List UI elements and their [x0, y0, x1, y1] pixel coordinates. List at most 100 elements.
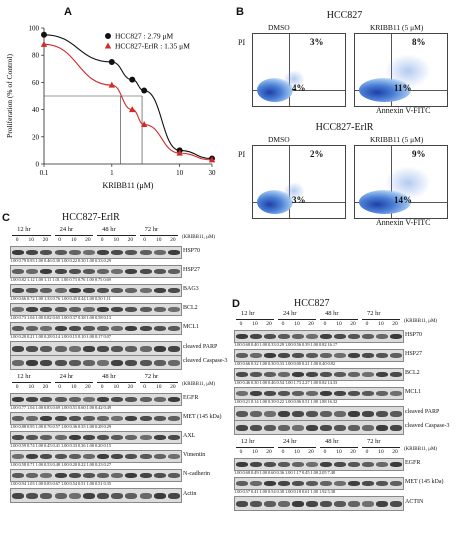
- protein-band: [68, 288, 81, 294]
- protein-band: [362, 410, 374, 417]
- series-line-2: [43, 43, 213, 161]
- protein-band: [348, 372, 360, 378]
- blot-band-strip: [10, 393, 182, 406]
- time-label: 12 hr: [241, 310, 255, 317]
- time-bracket: [54, 382, 93, 383]
- legend-entry: HCC827 : 2.79 μM: [115, 32, 174, 41]
- dose-label: 0: [239, 449, 243, 455]
- dose-label: 20: [85, 384, 91, 390]
- dose-label: 0: [15, 384, 19, 390]
- protein-band: [82, 416, 95, 422]
- protein-band: [54, 326, 67, 332]
- dose-label: 0: [100, 384, 104, 390]
- condition-label: KRIBB11 (5 μM): [370, 135, 424, 144]
- dose-label: 0: [365, 449, 369, 455]
- protein-label: BCL2: [405, 369, 420, 376]
- dose-label: 10: [70, 237, 77, 243]
- protein-band: [320, 424, 332, 431]
- protein-band: [278, 353, 290, 359]
- protein-band: [236, 410, 248, 417]
- dose-label: 0: [281, 321, 285, 327]
- time-bracket: [97, 235, 136, 236]
- panel-label-b: B: [236, 6, 244, 18]
- time-bracket: [12, 235, 51, 236]
- protein-band: [292, 372, 304, 378]
- blot-band-strip: [10, 322, 182, 335]
- cell-population: [385, 54, 431, 88]
- protein-band: [153, 269, 166, 275]
- protein-band: [348, 410, 360, 417]
- protein-band: [26, 307, 39, 313]
- dose-label: 10: [155, 237, 162, 243]
- quadrant-line: [253, 202, 345, 203]
- protein-band: [264, 391, 276, 397]
- x-tick-label: 0.1: [40, 169, 49, 177]
- protein-band: [264, 481, 276, 487]
- protein-band: [54, 345, 67, 352]
- protein-band: [153, 435, 166, 441]
- protein-band: [139, 435, 152, 441]
- protein-band: [125, 454, 138, 460]
- time-label: 24 hr: [283, 310, 297, 317]
- panel-label-d: D: [232, 298, 240, 310]
- time-bracket: [320, 447, 358, 448]
- protein-band: [334, 500, 346, 507]
- blot-band-strip: [10, 246, 182, 259]
- time-label: 72 hr: [144, 373, 159, 380]
- blot-title: HCC827-ErlR: [62, 212, 120, 223]
- protein-band: [26, 250, 39, 256]
- dose-label: 20: [42, 237, 49, 243]
- protein-band: [390, 372, 402, 378]
- blot-band-strip: [234, 477, 404, 490]
- protein-band: [26, 492, 39, 499]
- protein-label: BAG3: [183, 285, 199, 292]
- protein-band: [40, 416, 53, 422]
- protein-band: [264, 334, 276, 340]
- protein-band: [26, 397, 39, 403]
- protein-band: [376, 424, 388, 431]
- data-point-2: [108, 81, 116, 88]
- protein-band: [278, 410, 290, 417]
- protein-band: [111, 345, 124, 352]
- protein-band: [362, 424, 374, 431]
- quantification-values: 1.00 0.66 0.72 1.00 1.33 0.76 1.00 0.45 …: [10, 296, 111, 301]
- time-bracket: [97, 382, 136, 383]
- scatter-plot: [354, 33, 448, 107]
- protein-band: [250, 462, 262, 468]
- protein-band: [125, 288, 138, 294]
- time-label: 72 hr: [144, 226, 159, 233]
- quantification-values: 1.00 0.88 0.95 1.00 0.76 0.57 1.00 0.36 …: [10, 424, 111, 429]
- protein-label: MET (145 kDa): [183, 413, 222, 420]
- protein-band: [97, 473, 110, 479]
- protein-band: [68, 250, 81, 256]
- protein-band: [125, 473, 138, 479]
- protein-label: N-cadherin: [183, 470, 210, 477]
- protein-band: [153, 307, 166, 313]
- protein-band: [139, 269, 152, 275]
- protein-label: cleaved Caspase-3: [183, 357, 228, 364]
- protein-band: [26, 326, 39, 332]
- protein-label: MET (145 kDa): [405, 478, 444, 485]
- x-tick-label: 10: [176, 169, 184, 177]
- protein-band: [54, 416, 67, 422]
- protein-band: [348, 334, 360, 340]
- protein-band: [40, 269, 53, 275]
- dose-label: 20: [127, 237, 134, 243]
- dose-label: 20: [350, 321, 356, 327]
- protein-band: [111, 454, 124, 460]
- protein-band: [320, 334, 332, 340]
- protein-band: [292, 481, 304, 487]
- blot-band-strip: [10, 341, 182, 356]
- protein-band: [390, 424, 402, 431]
- dose-response-chart: 0 20 40 60 80 100 0.1 1 10 30 KRIBB11 (μM) Prolifer…: [5, 25, 216, 191]
- protein-band: [82, 492, 95, 499]
- protein-band: [82, 269, 95, 275]
- protein-band: [12, 307, 25, 313]
- protein-band: [390, 410, 402, 417]
- quantification-values: 1.00 0.20 0.21 1.00 0.28 0.14 1.00 0.15 …: [10, 334, 111, 339]
- protein-band: [250, 334, 262, 340]
- dose-label: 10: [294, 321, 300, 327]
- protein-band: [40, 307, 53, 313]
- protein-band: [167, 397, 180, 403]
- protein-band: [278, 500, 290, 507]
